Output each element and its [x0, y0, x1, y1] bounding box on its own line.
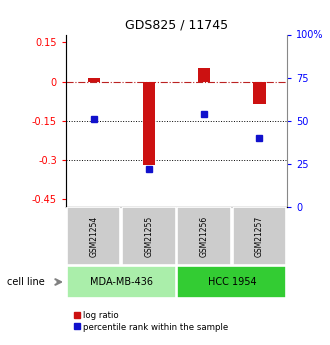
Bar [233, 207, 286, 265]
Bar [253, 81, 266, 104]
Bar [67, 207, 120, 265]
Text: GSM21254: GSM21254 [89, 215, 98, 256]
Bar [67, 266, 176, 298]
Legend: log ratio, percentile rank within the sample: log ratio, percentile rank within the sa… [70, 308, 232, 335]
Bar [198, 68, 210, 81]
Text: HCC 1954: HCC 1954 [208, 277, 256, 287]
Text: GSM21255: GSM21255 [145, 215, 153, 256]
Text: GSM21256: GSM21256 [200, 215, 209, 256]
Text: GSM21257: GSM21257 [255, 215, 264, 256]
Text: cell line: cell line [7, 277, 44, 287]
Title: GDS825 / 11745: GDS825 / 11745 [125, 19, 228, 32]
Bar [178, 266, 286, 298]
Bar [178, 207, 231, 265]
Bar [87, 78, 100, 81]
Bar [122, 207, 176, 265]
Bar [143, 81, 155, 165]
Text: MDA-MB-436: MDA-MB-436 [90, 277, 153, 287]
